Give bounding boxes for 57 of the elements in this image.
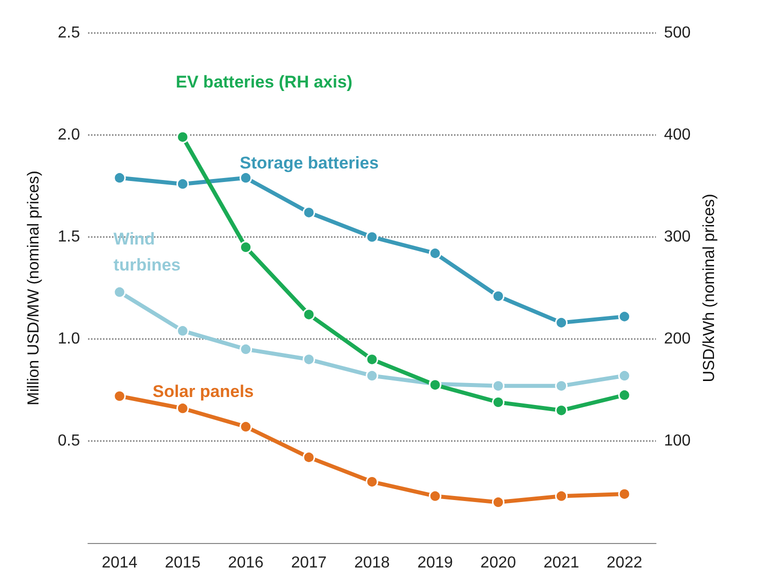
- y-axis-title: Million USD/MW (nominal prices): [26, 170, 42, 406]
- x-tick-label: 2017: [291, 554, 327, 572]
- point: [176, 178, 189, 190]
- point: [302, 206, 316, 219]
- point: [366, 230, 378, 244]
- series-label: Solar panels: [152, 382, 254, 401]
- point: [240, 420, 252, 433]
- point: [428, 490, 442, 502]
- series-label: Storage batteries: [240, 153, 379, 172]
- series-label: Wind turbines: [114, 230, 181, 275]
- y-tick-label: 0.5: [58, 432, 80, 450]
- point: [555, 490, 568, 502]
- point: [240, 172, 252, 184]
- y2-tick-label: 400: [664, 126, 691, 144]
- point: [555, 404, 568, 417]
- point: [366, 369, 378, 382]
- y2-axis-title: USD/kWh (nominal prices): [701, 194, 718, 382]
- point: [113, 390, 126, 402]
- point: [618, 388, 631, 402]
- point: [113, 172, 126, 184]
- point: [302, 308, 316, 321]
- point: [176, 402, 189, 415]
- point: [492, 290, 504, 302]
- x-tick-label: 2014: [102, 554, 138, 572]
- x-tick-label: 2016: [228, 554, 264, 572]
- x-tick-label: 2018: [354, 554, 390, 572]
- point: [113, 286, 126, 298]
- x-tick-label: 2020: [480, 554, 516, 572]
- x-tick-label: 2022: [606, 554, 642, 572]
- x-tick-label: 2019: [417, 554, 454, 572]
- point: [366, 353, 378, 366]
- point: [240, 240, 252, 254]
- x-tick-label: 2021: [544, 554, 580, 572]
- y-tick-label: 2.0: [58, 126, 80, 144]
- x-tick-label: 2015: [164, 554, 201, 572]
- y2-tick-label: 300: [664, 228, 691, 246]
- point: [176, 130, 189, 144]
- point: [618, 310, 631, 323]
- point: [428, 247, 442, 260]
- point: [492, 496, 504, 508]
- text: EV batteries (RH axis): [176, 72, 352, 92]
- y-tick-label: 1.0: [58, 330, 80, 348]
- point: [492, 380, 504, 392]
- y2-tick-label: 200: [664, 330, 691, 348]
- point: [240, 342, 252, 356]
- point: [302, 451, 316, 464]
- point: [618, 369, 631, 382]
- y-tick-label: 2.5: [58, 24, 80, 42]
- point: [555, 380, 568, 392]
- point: [366, 476, 378, 488]
- y-tick-label: 1.5: [58, 228, 80, 246]
- y2-tick-label: 100: [664, 432, 691, 450]
- point: [302, 353, 316, 366]
- point: [618, 488, 631, 500]
- y2-tick-label: 500: [664, 24, 691, 42]
- point: [555, 316, 568, 329]
- point: [176, 324, 189, 338]
